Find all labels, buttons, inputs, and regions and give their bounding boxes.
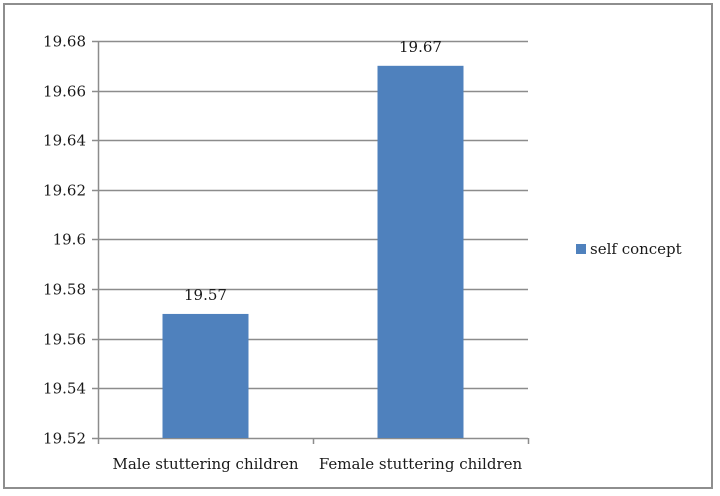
y-tick-label: 19.58 bbox=[43, 281, 86, 299]
y-tick-label: 19.62 bbox=[43, 182, 86, 200]
y-tick-label: 19.52 bbox=[43, 430, 86, 448]
bar bbox=[162, 313, 249, 438]
y-tick-label: 19.54 bbox=[43, 380, 86, 398]
y-tick-label: 19.64 bbox=[43, 132, 86, 150]
x-category-label: Male stuttering children bbox=[112, 455, 298, 473]
y-tick-label: 19.68 bbox=[43, 33, 86, 51]
legend-swatch bbox=[576, 244, 586, 254]
data-label: 19.67 bbox=[399, 38, 442, 56]
y-tick-label: 19.6 bbox=[53, 231, 86, 249]
x-category-label: Female stuttering children bbox=[319, 455, 523, 473]
chart-frame bbox=[3, 3, 713, 489]
y-tick-label: 19.66 bbox=[43, 83, 86, 101]
bar bbox=[377, 65, 464, 438]
data-label: 19.57 bbox=[184, 286, 227, 304]
legend-label: self concept bbox=[590, 240, 682, 258]
y-tick-label: 19.56 bbox=[43, 331, 86, 349]
